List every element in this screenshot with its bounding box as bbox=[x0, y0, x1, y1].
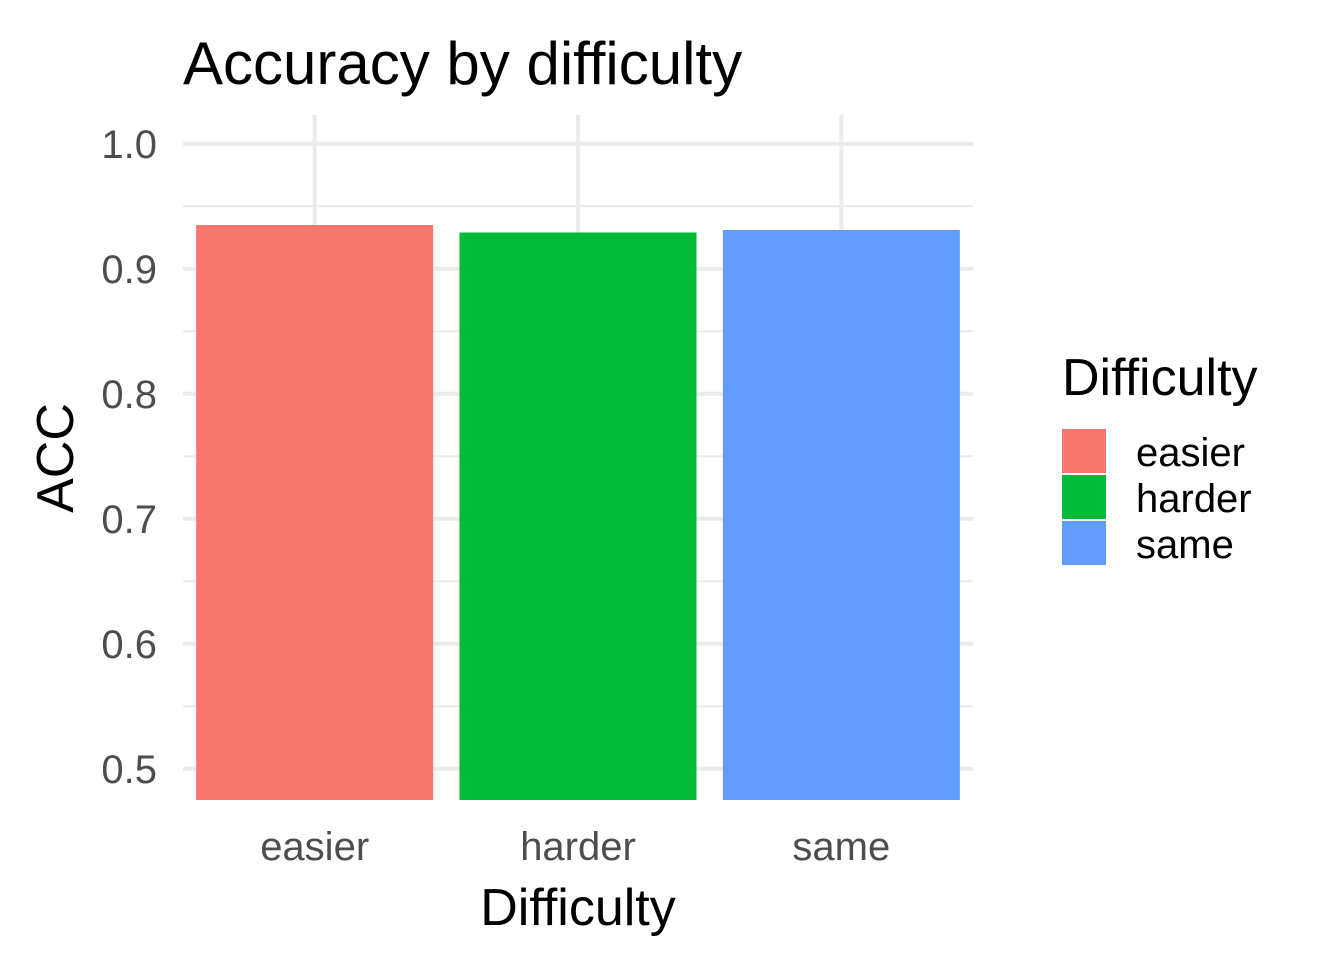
y-axis-ticks: 0.5 0.6 0.7 0.8 0.9 1.0 bbox=[101, 123, 157, 792]
x-axis-title: Difficulty bbox=[480, 879, 676, 937]
y-tick-label: 0.5 bbox=[101, 748, 157, 792]
bar-easier bbox=[196, 225, 434, 800]
legend-label-harder: harder bbox=[1136, 477, 1252, 521]
legend-label-easier: easier bbox=[1136, 431, 1245, 475]
y-tick-label: 0.6 bbox=[101, 623, 157, 667]
legend-key-harder bbox=[1062, 475, 1106, 519]
chart-title: Accuracy by difficulty bbox=[183, 30, 742, 97]
legend-key-same bbox=[1062, 521, 1106, 565]
x-tick-label: harder bbox=[520, 825, 636, 869]
bars-layer bbox=[196, 225, 960, 800]
x-axis-ticks: easier harder same bbox=[260, 825, 890, 869]
bar-same bbox=[722, 230, 960, 800]
y-tick-label: 0.7 bbox=[101, 498, 157, 542]
y-tick-label: 0.9 bbox=[101, 248, 157, 292]
y-tick-label: 1.0 bbox=[101, 123, 157, 167]
legend-key-easier bbox=[1062, 429, 1106, 473]
legend-label-same: same bbox=[1136, 523, 1234, 567]
y-tick-label: 0.8 bbox=[101, 373, 157, 417]
bar-harder bbox=[459, 232, 697, 800]
y-axis-title: ACC bbox=[27, 403, 85, 513]
x-tick-label: easier bbox=[260, 825, 369, 869]
legend-title: Difficulty bbox=[1062, 349, 1258, 407]
x-tick-label: same bbox=[792, 825, 890, 869]
